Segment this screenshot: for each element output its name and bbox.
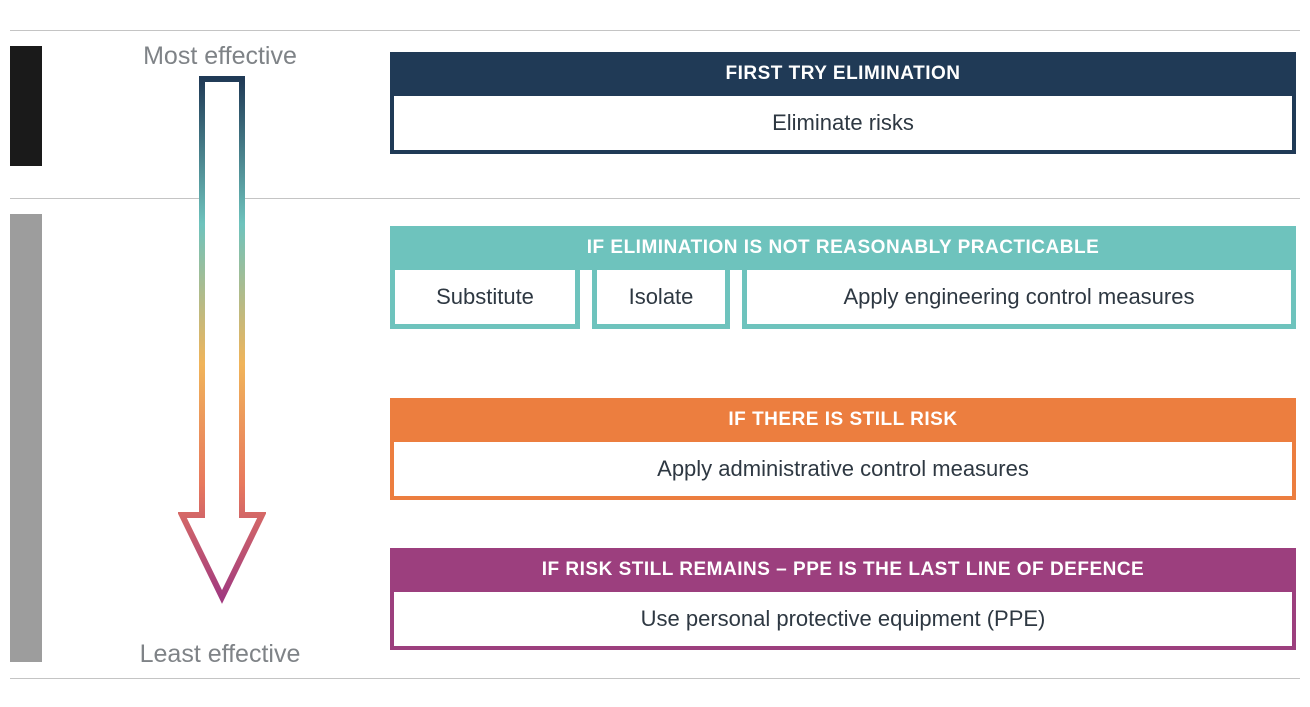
tier-header: IF ELIMINATION IS NOT REASONABLY PRACTIC… bbox=[390, 226, 1296, 270]
tier-cell: Use personal protective equipment (PPE) bbox=[390, 592, 1296, 650]
tier-cell: Eliminate risks bbox=[390, 96, 1296, 154]
tier-header: FIRST TRY ELIMINATION bbox=[390, 52, 1296, 96]
tier-cell: Isolate bbox=[592, 270, 730, 329]
tier-reduce: IF ELIMINATION IS NOT REASONABLY PRACTIC… bbox=[390, 226, 1296, 329]
tier-header: IF RISK STILL REMAINS – PPE IS THE LAST … bbox=[390, 548, 1296, 592]
tier-admin: IF THERE IS STILL RISKApply administrati… bbox=[390, 398, 1296, 500]
tier-cell: Apply engineering control measures bbox=[742, 270, 1296, 329]
effectiveness-arrow bbox=[178, 75, 266, 605]
tier-cell: Substitute bbox=[390, 270, 580, 329]
tier-header: IF THERE IS STILL RISK bbox=[390, 398, 1296, 442]
rule-bottom bbox=[10, 678, 1300, 679]
side-marker-top bbox=[10, 46, 42, 166]
side-marker-bottom bbox=[10, 214, 42, 662]
rule-top bbox=[10, 30, 1300, 31]
tier-ppe: IF RISK STILL REMAINS – PPE IS THE LAST … bbox=[390, 548, 1296, 650]
tier-body: Eliminate risks bbox=[390, 96, 1296, 154]
tier-body: Apply administrative control measures bbox=[390, 442, 1296, 500]
tier-body: SubstituteIsolateApply engineering contr… bbox=[390, 270, 1296, 329]
tier-elimination: FIRST TRY ELIMINATIONEliminate risks bbox=[390, 52, 1296, 154]
tier-cell: Apply administrative control measures bbox=[390, 442, 1296, 500]
arrow-down-icon bbox=[178, 75, 266, 605]
tier-body: Use personal protective equipment (PPE) bbox=[390, 592, 1296, 650]
most-effective-label: Most effective bbox=[90, 42, 350, 71]
least-effective-label: Least effective bbox=[90, 640, 350, 669]
